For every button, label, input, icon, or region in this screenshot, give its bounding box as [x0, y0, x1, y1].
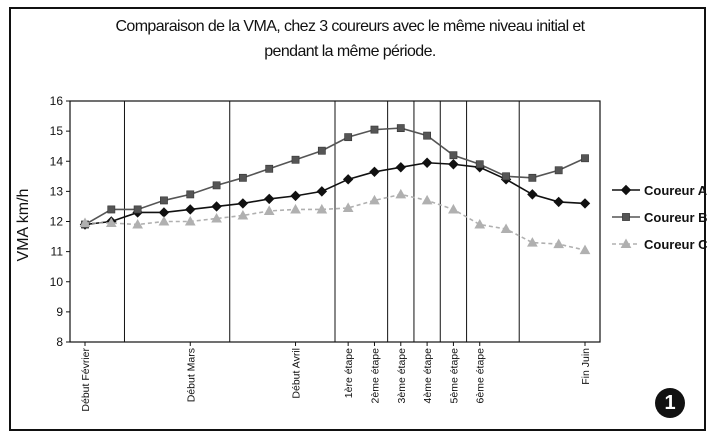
data-point	[449, 151, 458, 160]
data-point	[316, 203, 328, 214]
data-point	[158, 215, 170, 226]
data-point	[264, 193, 275, 205]
data-point	[158, 207, 170, 218]
data-point	[553, 238, 565, 249]
data-point	[185, 204, 196, 215]
x-tick-label: Début Février	[80, 348, 92, 412]
data-point	[263, 205, 275, 215]
y-tick-label: 15	[50, 124, 64, 138]
data-point	[317, 146, 326, 155]
data-point	[238, 173, 247, 182]
y-tick-label: 9	[56, 305, 63, 319]
data-point	[291, 155, 300, 164]
data-point	[527, 189, 538, 200]
y-tick-label: 11	[51, 245, 64, 259]
data-point	[527, 237, 538, 247]
legend-marker	[620, 238, 632, 248]
data-point	[132, 218, 143, 229]
grid-layer	[123, 101, 520, 342]
data-point	[579, 244, 591, 255]
chart-title-line-2: pendant la même période.	[264, 43, 436, 60]
series-coureur-b	[81, 124, 589, 229]
y-tick-label: 13	[50, 184, 64, 198]
data-point	[421, 157, 433, 168]
x-tick-label: Début Mars	[185, 348, 197, 402]
data-point	[237, 198, 249, 209]
x-tick-label: 2ème étape	[369, 348, 381, 404]
legend-label: Coureur A	[644, 183, 708, 198]
data-point	[553, 196, 564, 208]
data-point	[212, 181, 221, 190]
data-point	[528, 173, 537, 182]
legend-label: Coureur C	[644, 237, 708, 252]
data-point	[211, 212, 222, 223]
x-tick-label: 5ème étape	[448, 348, 460, 404]
data-point	[290, 203, 301, 214]
legend-marker	[620, 184, 632, 196]
data-point	[423, 131, 432, 140]
data-point	[160, 196, 168, 205]
data-point	[448, 203, 459, 214]
chart-title: Comparaison de la VMA, chez 3 coureurs a…	[40, 14, 660, 64]
data-point	[133, 205, 142, 214]
figure-number-badge: 1	[655, 388, 685, 418]
x-tick-label: 1ère étape	[343, 348, 355, 398]
x-tick-label: Fin Juin	[580, 348, 592, 385]
data-point	[369, 166, 380, 178]
series-line	[84, 127, 586, 226]
data-point	[474, 218, 486, 229]
data-point	[342, 174, 354, 185]
data-point	[342, 202, 354, 212]
data-point	[579, 198, 591, 209]
x-tick-label: 6ème étape	[475, 348, 487, 404]
data-point	[421, 194, 433, 205]
y-tick-label: 8	[56, 335, 63, 349]
data-point	[475, 160, 484, 169]
x-tick-label: 3ème étape	[396, 348, 408, 404]
data-point	[105, 217, 117, 228]
y-tick-label: 16	[50, 94, 64, 108]
data-point	[395, 188, 407, 199]
x-tick-label: 4ème étape	[422, 348, 434, 404]
data-point	[396, 124, 405, 133]
data-point	[79, 217, 91, 228]
legend-marker	[622, 213, 630, 221]
data-point	[344, 133, 353, 142]
series-layer	[79, 124, 591, 255]
data-point	[500, 223, 512, 234]
data-point	[186, 190, 195, 199]
data-point	[581, 154, 589, 163]
data-point	[554, 166, 563, 175]
data-point	[395, 162, 406, 173]
y-tick-label: 14	[50, 154, 64, 168]
legend-label: Coureur B	[644, 210, 708, 225]
data-point	[290, 190, 301, 202]
data-point	[107, 205, 116, 214]
data-point	[448, 159, 459, 170]
data-point	[184, 215, 196, 226]
axis-layer: 8 9 10 11 12 13 14 15 16 Début Février Début Mars D…	[50, 94, 601, 412]
y-tick-label: 10	[50, 275, 64, 289]
data-point	[502, 172, 510, 181]
x-tick-label: Début Avril	[291, 348, 303, 399]
y-axis-label: VMA km/h	[15, 189, 32, 262]
data-point	[237, 209, 249, 220]
chart-frame	[9, 7, 706, 431]
data-point	[369, 194, 380, 205]
legend: Coureur A Coureur B Coureur C	[612, 183, 708, 252]
chart-title-line-1: Comparaison de la VMA, chez 3 coureurs a…	[115, 18, 585, 35]
y-tick-label: 12	[50, 215, 64, 229]
data-point	[265, 164, 274, 173]
data-point	[211, 201, 222, 212]
data-point	[370, 125, 379, 134]
data-point	[316, 186, 328, 197]
series-coureur-c	[79, 188, 591, 255]
